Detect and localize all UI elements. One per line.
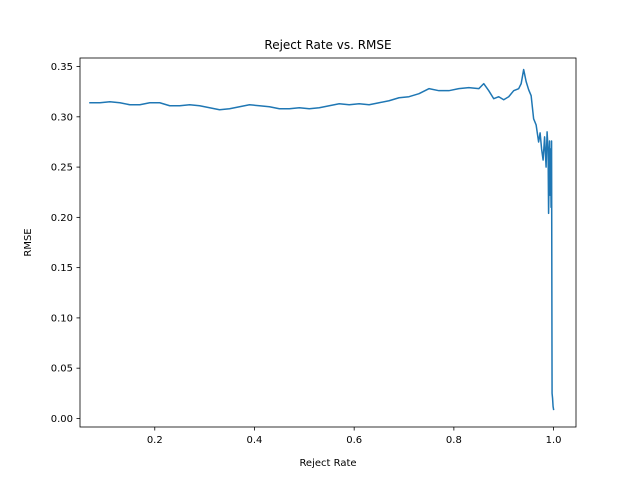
- x-axis-ticks: 0.2 0.4 0.6 0.8 1.0: [147, 427, 562, 446]
- y-tick-label: 0.10: [51, 313, 73, 324]
- x-tick-label: 1.0: [546, 435, 562, 446]
- x-tick-label: 0.6: [346, 435, 362, 446]
- y-tick-label: 0.00: [51, 414, 73, 425]
- y-tick-label: 0.15: [51, 263, 73, 274]
- axes-frame: [79, 57, 577, 428]
- chart-title: Reject Rate vs. RMSE: [264, 38, 391, 52]
- y-tick-label: 0.25: [51, 163, 73, 174]
- y-tick-label: 0.20: [51, 213, 73, 224]
- y-tick-label: 0.30: [51, 112, 73, 123]
- x-tick-label: 0.8: [446, 435, 462, 446]
- x-tick-label: 0.2: [147, 435, 163, 446]
- y-axis-ticks: 0.00 0.05 0.10 0.15 0.20 0.25 0.30 0.35: [51, 62, 80, 425]
- y-tick-label: 0.05: [51, 364, 73, 375]
- plot-area: [89, 68, 555, 411]
- series-line: [89, 68, 555, 411]
- x-axis-label: Reject Rate: [299, 458, 356, 469]
- y-axis-label: RMSE: [23, 228, 34, 256]
- y-tick-label: 0.35: [51, 62, 73, 73]
- x-tick-label: 0.4: [247, 435, 263, 446]
